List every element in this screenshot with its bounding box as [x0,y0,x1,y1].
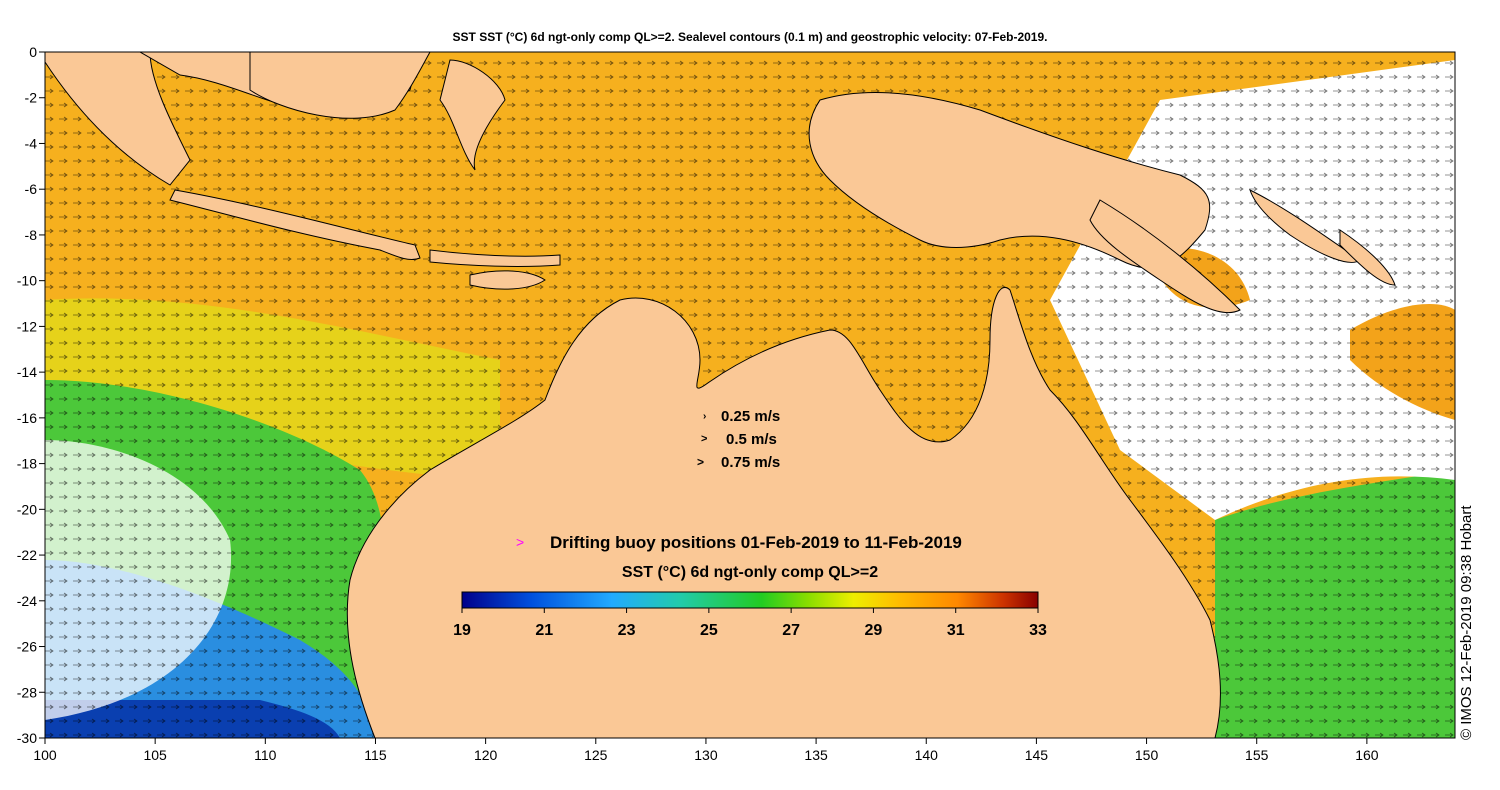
land-lesser-sunda [429,249,561,267]
colorbar-bar [461,591,1039,609]
map-plot-area [45,52,1455,738]
y-axis: 0 -2 -4 -6 -8 -10 -12 -14 -16 -18 -20 -22 -24 -26 -28 -… [17,44,45,746]
velocity-label-1: 0.5 m/s [726,431,777,448]
land-masses [45,52,1396,738]
x-tick-label: 160 [1355,747,1379,763]
buoy-symbol: > [516,534,524,550]
y-tick-label: -10 [17,273,37,289]
x-tick-label: 115 [364,747,387,763]
x-tick-label: 150 [1135,747,1159,763]
colorbar-tick-label: 33 [1029,622,1047,639]
colorbar-tick-label: 21 [535,622,553,639]
y-tick-label: -24 [17,593,37,609]
land-australia [346,287,1221,738]
velocity-label-0: 0.25 m/s [721,408,780,425]
velocity-legend: › 0.25 m/s > 0.5 m/s > 0.75 m/s [697,408,780,471]
y-tick-label: -12 [17,318,37,334]
velocity-arrow-medium: > [701,433,707,445]
colorbar-label: SST (°C) 6d ngt-only comp QL>=2 [622,564,878,581]
velocity-label-2: 0.75 m/s [721,454,780,471]
y-tick-label: -30 [17,730,37,746]
colorbar-tick-label: 31 [947,622,965,639]
x-tick-label: 105 [143,747,167,763]
y-tick-label: -20 [17,501,37,517]
land-timor [469,270,546,290]
y-tick-label: -22 [17,547,37,563]
x-axis: 100 105 110 115 120 125 130 135 140 145 150 155 160 [33,738,1379,763]
velocity-arrow-small: › [703,411,706,422]
credit-text: © IMOS 12-Feb-2019 09:38 Hobart [1458,505,1475,740]
x-tick-label: 135 [804,747,828,763]
y-tick-label: -2 [25,90,38,106]
y-tick-label: -18 [17,456,37,472]
colorbar-tick-label: 27 [782,622,800,639]
colorbar-tick-label: 23 [618,622,636,639]
velocity-arrow-large: > [697,455,704,469]
y-tick-label: -16 [17,410,37,426]
y-tick-label: -4 [25,135,38,151]
y-tick-label: -28 [17,684,37,700]
y-tick-label: -8 [25,227,38,243]
x-tick-label: 130 [694,747,718,763]
x-tick-label: 110 [254,747,277,763]
colorbar-tick-label: 25 [700,622,718,639]
buoy-legend: > Drifting buoy positions 01-Feb-2019 to… [516,533,962,552]
y-tick-label: -26 [17,639,37,655]
land-sulawesi [439,59,506,171]
colorbar-tick-label: 29 [865,622,883,639]
map-title: SST SST (°C) 6d ngt-only comp QL>=2. Sea… [452,30,1048,44]
x-tick-label: 100 [33,747,57,763]
x-tick-label: 140 [915,747,939,763]
colorbar-ticks: 19 21 23 25 27 29 31 33 [453,608,1047,639]
plot-frame [44,51,1456,739]
x-tick-label: 155 [1245,747,1269,763]
land-java [169,189,421,261]
x-tick-label: 125 [584,747,608,763]
land-sumatra [45,52,191,186]
colorbar: SST (°C) 6d ngt-only comp QL>=2 19 21 23 25… [453,564,1047,639]
y-tick-label: 0 [29,44,37,60]
buoy-legend-label: Drifting buoy positions 01-Feb-2019 to 1… [550,533,962,552]
y-tick-label: -14 [17,364,37,380]
x-tick-label: 120 [474,747,498,763]
y-tick-label: -6 [25,181,38,197]
land-solomons [1249,189,1361,263]
x-tick-label: 145 [1025,747,1049,763]
colorbar-tick-label: 19 [453,622,471,639]
